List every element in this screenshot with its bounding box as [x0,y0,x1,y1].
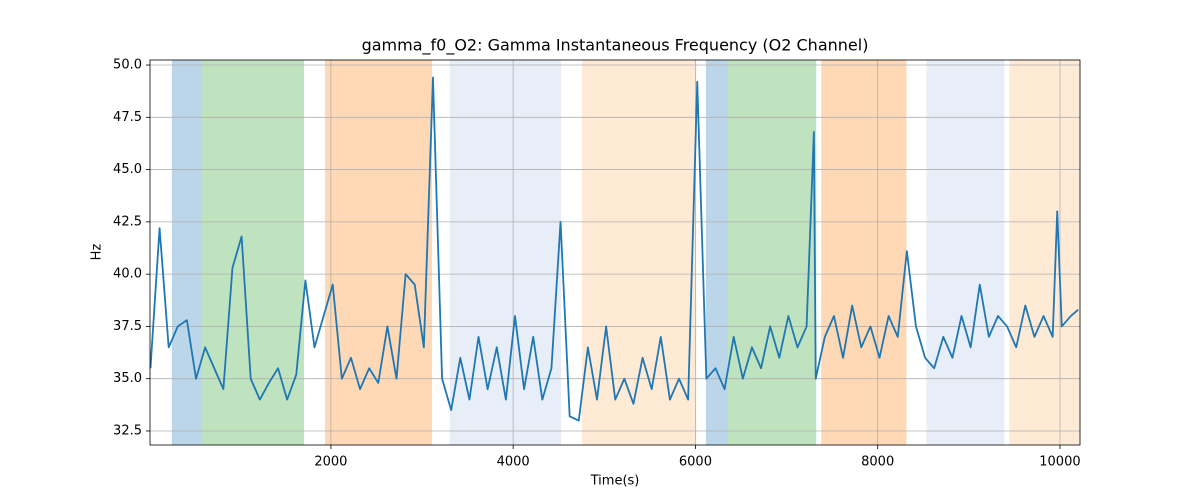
shaded-span [1009,60,1080,445]
y-tick-label: 37.5 [113,319,142,334]
shaded-span [201,60,305,445]
shaded-span [449,60,562,445]
y-tick-label: 50.0 [113,58,142,73]
data-line [149,76,1079,422]
x-tick-label: 2000 [314,455,347,470]
shaded-span [821,60,907,445]
y-tick-label: 45.0 [113,162,142,177]
chart-title: gamma_f0_O2: Gamma Instantaneous Frequen… [362,36,869,56]
y-tick-label: 47.5 [113,110,142,125]
x-tick-label: 4000 [497,455,530,470]
x-tick-label: 6000 [679,455,712,470]
shaded-span [705,60,728,445]
plot-frame [149,59,1081,446]
y-tick-label: 40.0 [113,267,142,282]
shaded-span [727,60,817,445]
y-tick-label: 32.5 [113,423,142,438]
x-tick-label: 10000 [1039,455,1080,470]
shaded-span [324,60,433,445]
y-tick-label: 35.0 [113,371,142,386]
y-tick-label: 42.5 [113,214,142,229]
x-tick-label: 8000 [861,455,894,470]
shaded-span [171,60,202,445]
y-axis-label: Hz [90,244,105,261]
x-axis-label: Time(s) [590,474,640,489]
shaded-span [926,60,1005,445]
